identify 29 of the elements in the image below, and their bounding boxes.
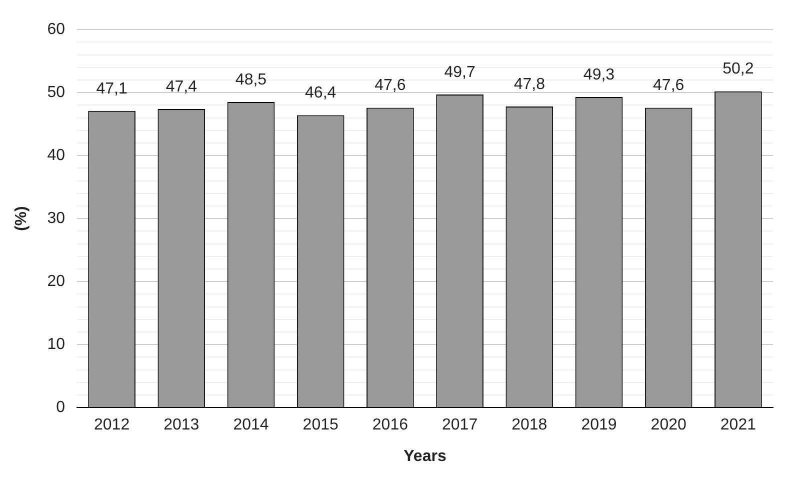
data-label: 46,4	[305, 84, 336, 102]
x-tick-label: 2014	[233, 416, 269, 434]
y-tick-label: 10	[47, 336, 66, 354]
data-label: 47,1	[96, 80, 128, 98]
x-tick-label: 2017	[442, 416, 478, 434]
x-tick-label: 2020	[650, 416, 686, 434]
data-label: 49,7	[444, 64, 476, 81]
y-tick-label: 0	[56, 399, 66, 416]
y-tick-label: 50	[47, 84, 66, 102]
y-tick-label: 20	[47, 273, 66, 290]
y-axis-title: (%)	[13, 206, 30, 232]
data-label: 50,2	[722, 60, 754, 78]
data-label: 47,6	[374, 77, 406, 94]
x-tick-label: 2015	[302, 416, 338, 434]
x-tick-label: 2013	[164, 416, 200, 434]
data-label: 47,6	[653, 77, 684, 94]
data-label: 47,8	[514, 76, 546, 93]
x-tick-label: 2012	[94, 416, 130, 434]
x-axis-title: Years	[404, 448, 446, 465]
data-label: 48,5	[235, 71, 267, 88]
data-label: 47,4	[166, 78, 198, 96]
x-tick-label: 2016	[372, 416, 408, 434]
x-tick-label: 2018	[512, 416, 548, 434]
y-tick-label: 40	[47, 147, 66, 164]
x-tick-label: 2019	[581, 416, 617, 434]
x-tick-label: 2021	[720, 416, 756, 434]
y-tick-label: 60	[47, 21, 66, 38]
data-label: 49,3	[583, 66, 615, 84]
y-tick-label: 30	[47, 210, 66, 228]
